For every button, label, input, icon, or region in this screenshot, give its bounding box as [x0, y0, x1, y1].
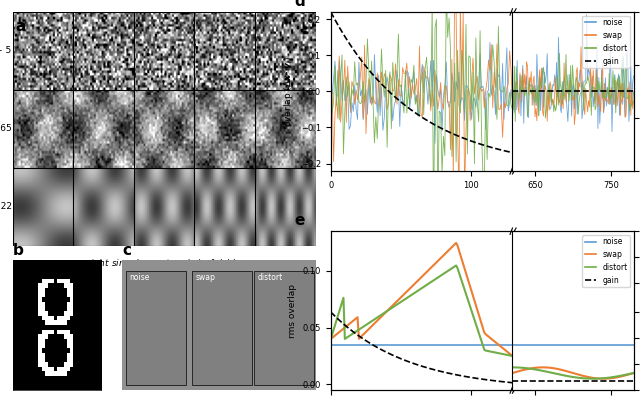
- Text: noise: noise: [130, 273, 150, 282]
- Legend: noise, swap, distort, gain: noise, swap, distort, gain: [582, 16, 630, 68]
- FancyBboxPatch shape: [192, 271, 252, 385]
- Text: #1 − 5: #1 − 5: [0, 47, 12, 55]
- FancyBboxPatch shape: [126, 271, 186, 385]
- Text: distort: distort: [257, 273, 283, 282]
- Legend: noise, swap, distort, gain: noise, swap, distort, gain: [582, 235, 630, 287]
- FancyBboxPatch shape: [253, 271, 314, 385]
- Y-axis label: rms overlap: rms overlap: [288, 284, 297, 338]
- Y-axis label: overlap ($\Delta\boldsymbol{x} \cdot \boldsymbol{v}_i$): overlap ($\Delta\boldsymbol{x} \cdot \bo…: [282, 56, 296, 127]
- Text: c: c: [122, 243, 131, 258]
- Text: e: e: [294, 213, 305, 228]
- Text: a: a: [16, 19, 26, 34]
- Text: #118 − 122: #118 − 122: [0, 202, 12, 211]
- Text: right singular vectors ($\boldsymbol{v}_i$) of $d\boldsymbol{r}/d\boldsymbol{x}$: right singular vectors ($\boldsymbol{v}_…: [86, 258, 242, 270]
- Text: swap: swap: [196, 273, 216, 282]
- Text: #61 − 65: #61 − 65: [0, 124, 12, 133]
- Text: d: d: [294, 0, 305, 9]
- Text: b: b: [13, 243, 24, 258]
